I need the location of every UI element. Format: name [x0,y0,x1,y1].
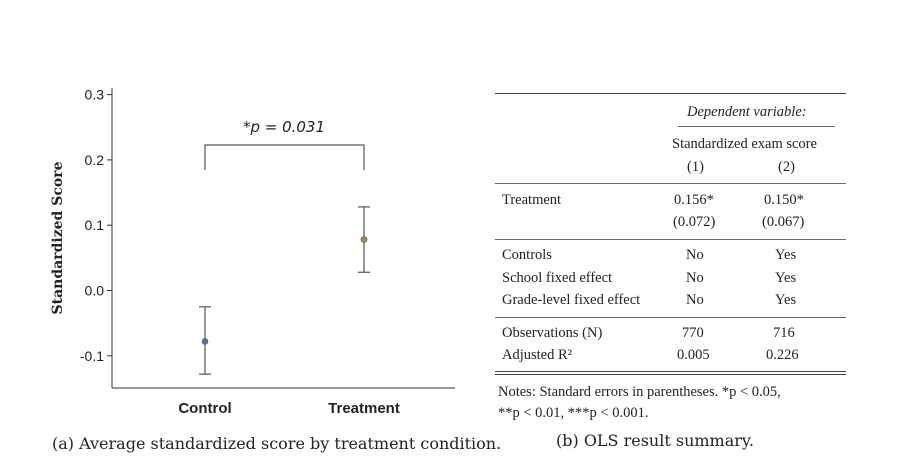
observations-1: 770 [682,325,704,341]
col2-header: (2) [778,159,795,175]
treatment-label: Treatment [502,192,562,208]
school-fe-1: No [686,270,704,286]
dv-underline [678,126,835,127]
observations-2: 716 [773,325,795,341]
notes-line-1: Notes: Standard errors in parentheses. *… [498,384,781,400]
score-chart: -0.1 0.0 0.1 0.2 0.3 Standardized Score Contro… [50,87,455,417]
y-tick-label: 0.0 [85,283,105,299]
mean-point [360,236,368,243]
school-fe-2: Yes [775,270,797,286]
x-tick-label: Treatment [328,400,400,417]
adj-r2-2: 0.226 [766,347,799,363]
col1-header: (1) [687,159,704,175]
treatment-coef-1: 0.156* [674,192,714,208]
controls-label: Controls [502,247,552,263]
notes-line-2: **p < 0.01, ***p < 0.001. [498,405,649,421]
y-tick-label: -0.1 [80,348,104,364]
y-axis-label: Standardized Score [50,161,66,314]
controls-1: No [686,247,704,263]
grade-fe-1: No [686,292,704,308]
observations-label: Observations (N) [502,325,603,341]
significance-bracket [204,144,365,170]
table-bottom-rule-1 [495,371,846,372]
adj-r2-label: Adjusted R² [502,347,573,363]
fe-rule [495,317,846,318]
adj-r2-1: 0.005 [677,347,710,363]
panel-a-caption: (a) Average standardized score by treatm… [52,434,502,453]
dependent-variable-label: Dependent variable: [687,104,807,120]
treatment-se-1: (0.072) [673,214,716,230]
table-bottom-rule-2 [495,374,846,375]
panel-b-caption: (b) OLS result summary. [556,431,754,450]
coef-rule [495,239,846,240]
dv-name: Standardized exam score [672,136,817,152]
treatment-coef-2: 0.150* [764,192,804,208]
grade-fe-label: Grade-level fixed effect [502,292,641,308]
y-tick-label: 0.1 [85,217,105,233]
school-fe-label: School fixed effect [502,270,613,286]
y-tick-label: 0.3 [85,87,105,103]
table-top-rule [495,93,846,94]
grade-fe-2: Yes [775,292,797,308]
y-tick-label: 0.2 [85,152,105,168]
x-tick-label: Control [178,400,231,417]
significance-label: *p = 0.031 [243,118,325,136]
mean-point [201,338,209,345]
controls-2: Yes [775,247,797,263]
treatment-se-2: (0.067) [762,214,805,230]
header-rule [495,183,846,184]
